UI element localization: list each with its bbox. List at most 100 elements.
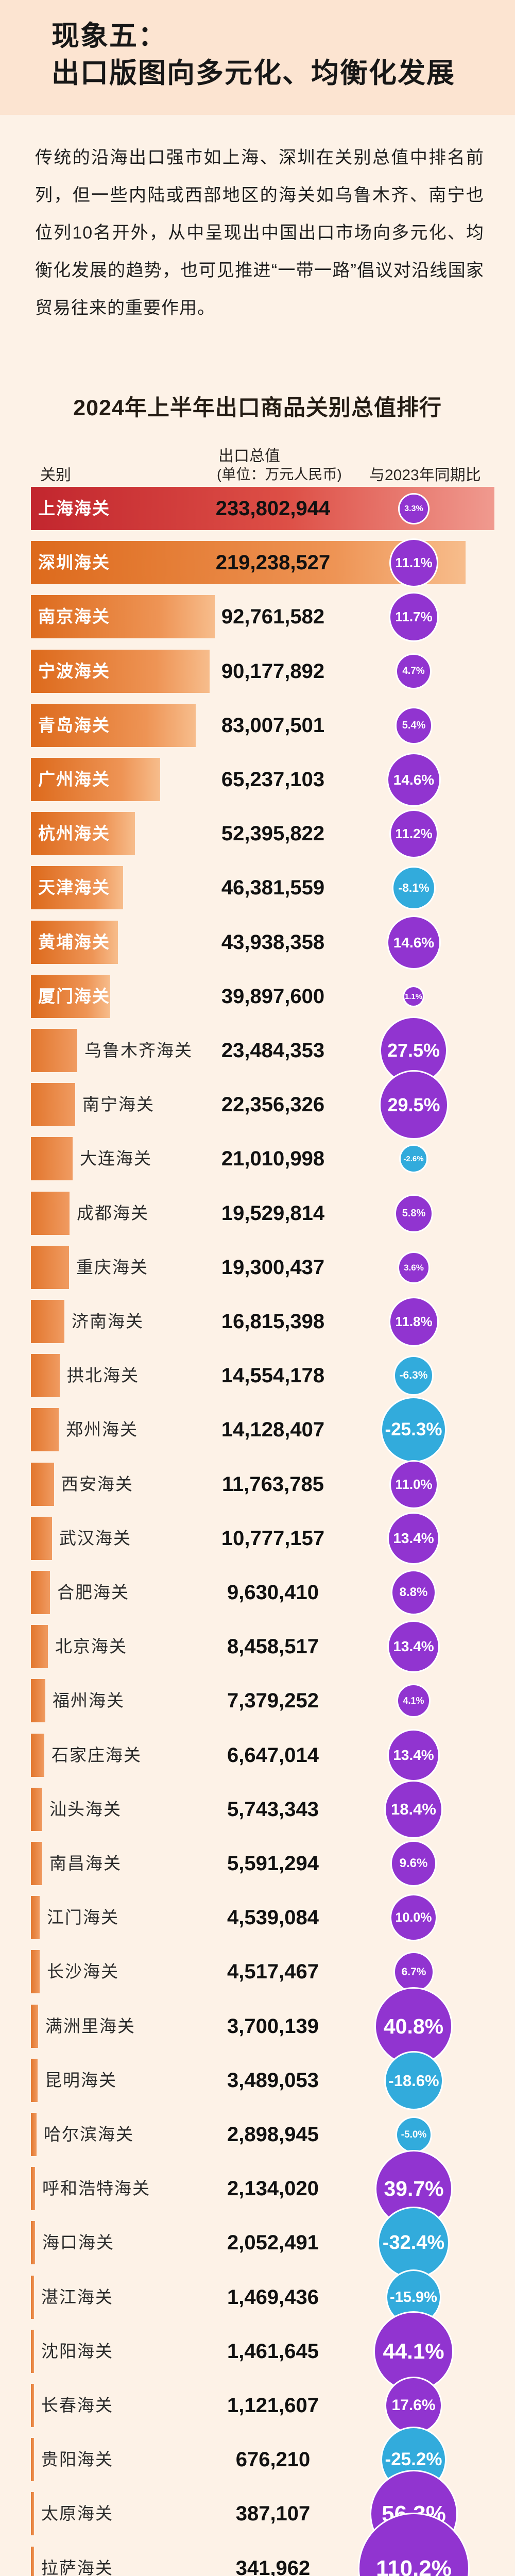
page-title-line1: 现象五： [52, 21, 167, 52]
column-header-yoy: 与2023年同期比 [369, 467, 481, 484]
customs-name: 厦门海关 [38, 987, 110, 1006]
customs-name: 上海海关 [38, 499, 110, 518]
yoy-circle: 14.6% [387, 753, 441, 807]
customs-name: 满洲里海关 [45, 2016, 135, 2036]
yoy-circle: 14.6% [387, 916, 441, 970]
customs-name: 黄埔海关 [38, 933, 110, 952]
table-row: 深圳海关 219,238,527 11.1% [0, 538, 515, 587]
customs-name: 武汉海关 [59, 1529, 131, 1548]
value-bar [31, 1896, 40, 1939]
table-row: 满洲里海关 3,700,139 40.8% [0, 1987, 515, 2065]
customs-name: 长沙海关 [47, 1962, 119, 1981]
value-bar [31, 650, 210, 693]
export-value: 14,128,407 [221, 1418, 325, 1441]
table-row: 厦门海关 39,897,600 1.1% [0, 975, 515, 1018]
customs-name: 西安海关 [61, 1475, 133, 1494]
table-row: 天津海关 46,381,559 -8.1% [0, 866, 515, 910]
table-row: 海口海关 2,052,491 -32.4% [0, 2207, 515, 2279]
table-row: 南昌海关 5,591,294 9.6% [0, 1840, 515, 1887]
customs-name: 成都海关 [77, 1204, 149, 1223]
yoy-circle: 6.7% [393, 1952, 434, 1992]
table-row: 南宁海关 22,356,326 29.5% [0, 1070, 515, 1140]
export-value: 65,237,103 [221, 768, 325, 791]
table-row: 湛江海关 1,469,436 -15.9% [0, 2269, 515, 2325]
value-bar [31, 1300, 64, 1343]
export-value: 3,489,053 [227, 2069, 319, 2092]
value-bar [31, 2059, 38, 2102]
yoy-circle: -5.0% [396, 2116, 432, 2153]
table-row: 西安海关 11,763,785 11.0% [0, 1460, 515, 1509]
customs-name: 郑州海关 [66, 1420, 138, 1439]
customs-name: 昆明海关 [45, 2071, 117, 2090]
column-header-value-unit: (单位：万元人民币) [217, 466, 342, 482]
table-row: 大连海关 21,010,998 -2.6% [0, 1137, 515, 1180]
yoy-circle: 4.7% [396, 653, 432, 689]
table-row: 昆明海关 3,489,053 -18.6% [0, 2051, 515, 2110]
table-row: 呼和浩特海关 2,134,020 39.7% [0, 2150, 515, 2228]
customs-name: 深圳海关 [38, 553, 110, 572]
table-row: 福州海关 7,379,252 4.1% [0, 1679, 515, 1722]
intro-paragraph: 传统的沿海出口强市如上海、深圳在关别总值中排名前列，但一些内陆或西部地区的海关如… [35, 148, 484, 318]
yoy-circle: 10.0% [390, 1894, 437, 1941]
table-row: 黄埔海关 43,938,358 14.6% [0, 916, 515, 970]
customs-name: 长春海关 [41, 2396, 113, 2415]
customs-name: 南昌海关 [49, 1854, 122, 1873]
yoy-circle: 18.4% [384, 1780, 443, 1839]
customs-name: 江门海关 [47, 1908, 119, 1927]
value-bar [31, 921, 118, 964]
customs-name: 拱北海关 [67, 1366, 139, 1385]
yoy-circle: 5.8% [394, 1194, 433, 1233]
table-row: 江门海关 4,539,084 10.0% [0, 1894, 515, 1941]
value-bar [31, 1246, 69, 1289]
customs-name: 重庆海关 [76, 1258, 148, 1277]
header-band: 现象五： 出口版图向多元化、均衡化发展 [0, 0, 515, 115]
export-value: 4,539,084 [227, 1906, 319, 1929]
value-bar [31, 704, 196, 747]
table-row: 拉萨海关 341,962 110.2% [0, 2513, 515, 2576]
export-value: 52,395,822 [221, 822, 325, 845]
value-bar [31, 975, 110, 1018]
table-row: 石家庄海关 6,647,014 13.4% [0, 1729, 515, 1782]
table-row: 郑州海关 14,128,407 -25.3% [0, 1397, 515, 1463]
export-value: 14,554,178 [221, 1364, 325, 1387]
value-bar [31, 1517, 52, 1560]
export-value: 5,591,294 [227, 1852, 319, 1875]
export-value: 39,897,600 [221, 985, 325, 1008]
yoy-circle: -8.1% [392, 866, 436, 910]
yoy-circle: 17.6% [385, 2377, 442, 2434]
table-row: 长沙海关 4,517,467 6.7% [0, 1950, 515, 1993]
customs-name: 沈阳海关 [41, 2342, 113, 2361]
export-value: 1,121,607 [227, 2394, 319, 2417]
yoy-circle: 13.4% [387, 1512, 440, 1565]
value-bar [31, 1192, 70, 1235]
yoy-circle: 11.2% [389, 809, 438, 858]
yoy-circle: 5.4% [395, 707, 433, 744]
value-bar [31, 1842, 42, 1885]
table-row: 汕头海关 5,743,343 18.4% [0, 1780, 515, 1839]
value-bar [31, 1950, 40, 1993]
table-row: 宁波海关 90,177,892 4.7% [0, 650, 515, 693]
customs-name: 贵阳海关 [41, 2450, 113, 2469]
table-row: 重庆海关 19,300,437 3.6% [0, 1246, 515, 1289]
yoy-circle: 11.8% [389, 1297, 439, 1347]
customs-name: 宁波海关 [38, 662, 110, 681]
yoy-circle: 1.1% [403, 986, 424, 1007]
customs-name: 南宁海关 [82, 1095, 154, 1114]
table-row: 广州海关 65,237,103 14.6% [0, 753, 515, 807]
value-bar [31, 1029, 77, 1072]
export-value: 92,761,582 [221, 605, 325, 628]
table-row: 成都海关 19,529,814 5.8% [0, 1192, 515, 1235]
value-bar [31, 1734, 44, 1777]
yoy-circle: 11.7% [389, 592, 439, 642]
customs-name: 大连海关 [80, 1149, 152, 1168]
table-row: 贵阳海关 676,210 -25.2% [0, 2427, 515, 2493]
page-title: 现象五： 出口版图向多元化、均衡化发展 [52, 18, 455, 92]
yoy-circle: 11.1% [389, 538, 438, 587]
yoy-circle: 13.4% [387, 1729, 440, 1782]
export-value: 4,517,467 [227, 1960, 319, 1983]
value-bar [31, 2492, 34, 2535]
table-row: 哈尔滨海关 2,898,945 -5.0% [0, 2113, 515, 2156]
value-bar [31, 2113, 37, 2156]
yoy-circle: 9.6% [390, 1840, 437, 1887]
value-bar [31, 1354, 60, 1397]
